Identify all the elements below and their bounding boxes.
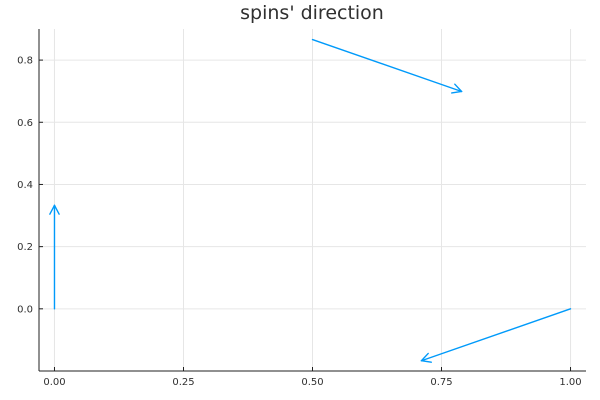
quiver-arrow (420, 308, 572, 363)
tick-labels: 0.00 0.25 0.50 0.75 1.00 0.0 0.2 0.4 0.6 0.8 (17, 56, 582, 388)
x-tick-label: 0.25 (172, 377, 194, 388)
x-tick-label: 0.00 (43, 377, 65, 388)
arrow-shaft (420, 308, 572, 362)
x-tick-label: 0.75 (430, 377, 452, 388)
quiver-arrow (49, 204, 60, 310)
y-tick-label: 0.8 (17, 56, 33, 67)
y-tick-label: 0.4 (17, 180, 33, 191)
arrows (49, 38, 572, 363)
quiver-arrow (311, 38, 463, 94)
y-tick-label: 0.2 (17, 242, 33, 253)
axes (38, 29, 586, 372)
chart-title: spins' direction (240, 2, 384, 24)
y-tick-label: 0.0 (17, 304, 33, 315)
x-tick-label: 1.00 (559, 377, 581, 388)
grid (39, 29, 586, 371)
arrow-shaft (311, 38, 463, 93)
y-tick-label: 0.6 (17, 118, 33, 129)
arrow-head (451, 83, 463, 94)
x-tick-label: 0.50 (301, 377, 323, 388)
arrow-head (49, 204, 60, 215)
arrow-head (420, 352, 432, 363)
